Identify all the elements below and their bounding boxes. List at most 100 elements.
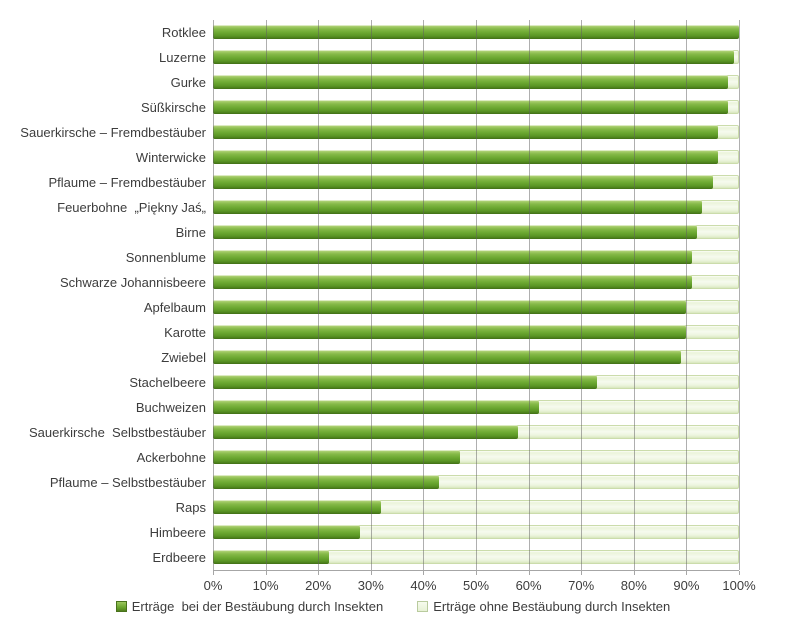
bar-mit-bestaeubung: [213, 450, 461, 464]
bar-mit-bestaeubung: [213, 100, 729, 114]
category-label: Winterwicke: [135, 150, 206, 165]
bar-row: [213, 70, 739, 95]
category-label: Buchweizen: [135, 400, 206, 415]
gridline: [739, 20, 740, 570]
bar-track: [213, 250, 739, 264]
bar-mit-bestaeubung: [213, 175, 713, 189]
bar-track: [213, 225, 739, 239]
x-axis-tick: [633, 571, 635, 575]
bar-track: [213, 550, 739, 564]
bar-row: [213, 120, 739, 145]
category-label: Himbeere: [149, 525, 206, 540]
x-axis-tick-label: 10%: [252, 578, 279, 593]
x-axis-tick-label: 40%: [410, 578, 437, 593]
legend-marker-mit-insekten-icon: [115, 601, 127, 612]
bar-mit-bestaeubung: [213, 25, 739, 39]
x-axis-tick: [370, 571, 372, 575]
category-label: Pflaume – Selbstbestäuber: [49, 475, 206, 490]
bar-track: [213, 100, 739, 114]
bar-track: [213, 50, 739, 64]
category-label: Schwarze Johannisbeere: [60, 275, 206, 290]
bar-track: [213, 400, 739, 414]
category-label: Süßkirsche: [140, 100, 206, 115]
legend: Erträge bei der Bestäubung durch Insekte…: [0, 599, 786, 614]
x-axis-tick: [423, 571, 425, 575]
x-axis-tick-label: 20%: [305, 578, 332, 593]
bar-mit-bestaeubung: [213, 250, 692, 264]
bar-mit-bestaeubung: [213, 425, 519, 439]
bar-mit-bestaeubung: [213, 50, 734, 64]
bar-row: [213, 445, 739, 470]
bar-track: [213, 475, 739, 489]
bar-rows: [213, 20, 739, 570]
category-label: Pflaume – Fremdbestäuber: [48, 175, 206, 190]
bar-track: [213, 525, 739, 539]
x-axis-tick: [739, 571, 740, 575]
bar-track: [213, 325, 739, 339]
x-axis-tick-label: 70%: [568, 578, 595, 593]
bar-track: [213, 275, 739, 289]
x-axis-tick: [265, 571, 267, 575]
bar-track: [213, 425, 739, 439]
legend-entry: Erträge ohne Bestäubung durch Insekten: [417, 599, 670, 614]
bar-row: [213, 320, 739, 345]
x-axis-tick: [581, 571, 583, 575]
category-label: Gurke: [170, 75, 206, 90]
bar-row: [213, 470, 739, 495]
x-axis-tick-label: 0%: [203, 578, 223, 593]
bar-track: [213, 450, 739, 464]
bar-mit-bestaeubung: [213, 550, 329, 564]
bar-mit-bestaeubung: [213, 275, 692, 289]
bar-row: [213, 420, 739, 445]
bar-track: [213, 500, 739, 514]
bar-mit-bestaeubung: [213, 350, 682, 364]
bar-track: [213, 75, 739, 89]
category-label: Apfelbaum: [143, 300, 206, 315]
bar-row: [213, 345, 739, 370]
x-axis-tick: [476, 571, 477, 575]
bar-track: [213, 175, 739, 189]
bar-row: [213, 45, 739, 70]
bar-row: [213, 20, 739, 45]
category-label: Raps: [175, 500, 206, 515]
bar-row: [213, 370, 739, 395]
category-label: Luzerne: [159, 50, 206, 65]
bar-row: [213, 545, 739, 570]
bar-mit-bestaeubung: [213, 200, 703, 214]
legend-label: Erträge bei der Bestäubung durch Insekte…: [131, 599, 384, 614]
category-label: Zwiebel: [161, 350, 206, 365]
bar-track: [213, 350, 739, 364]
bar-mit-bestaeubung: [213, 150, 718, 164]
bar-row: [213, 270, 739, 295]
x-axis-tick-label: 60%: [515, 578, 542, 593]
category-label: Birne: [175, 225, 206, 240]
bar-track: [213, 300, 739, 314]
bar-row: [213, 245, 739, 270]
bar-mit-bestaeubung: [213, 475, 440, 489]
bar-row: [213, 170, 739, 195]
bar-mit-bestaeubung: [213, 525, 361, 539]
category-label: Sauerkirsche – Fremdbestäuber: [20, 125, 206, 140]
bar-track: [213, 125, 739, 139]
bar-mit-bestaeubung: [213, 400, 540, 414]
bar-mit-bestaeubung: [213, 75, 729, 89]
bar-mit-bestaeubung: [213, 125, 718, 139]
bar-track: [213, 25, 739, 39]
category-label: Erdbeere: [152, 550, 206, 565]
bar-mit-bestaeubung: [213, 375, 597, 389]
bar-track: [213, 375, 739, 389]
category-label: Ackerbohne: [136, 450, 206, 465]
x-axis-tick: [686, 571, 688, 575]
category-label: Feuerbohne „Piękny Jaś„: [57, 200, 206, 215]
bar-mit-bestaeubung: [213, 300, 687, 314]
x-axis-tick-label: 90%: [673, 578, 700, 593]
x-axis-tick: [318, 571, 320, 575]
x-axis-tick-label: 80%: [620, 578, 647, 593]
bar-mit-bestaeubung: [213, 500, 382, 514]
x-axis: 0% 10% 20% 30% 40% 50% 60% 70% 80% 90% 100%: [204, 571, 756, 597]
x-axis-tick: [213, 571, 214, 575]
legend-marker-ohne-insekten-icon: [417, 601, 429, 612]
bar-row: [213, 145, 739, 170]
category-label: Sauerkirsche Selbstbestäuber: [28, 425, 206, 440]
